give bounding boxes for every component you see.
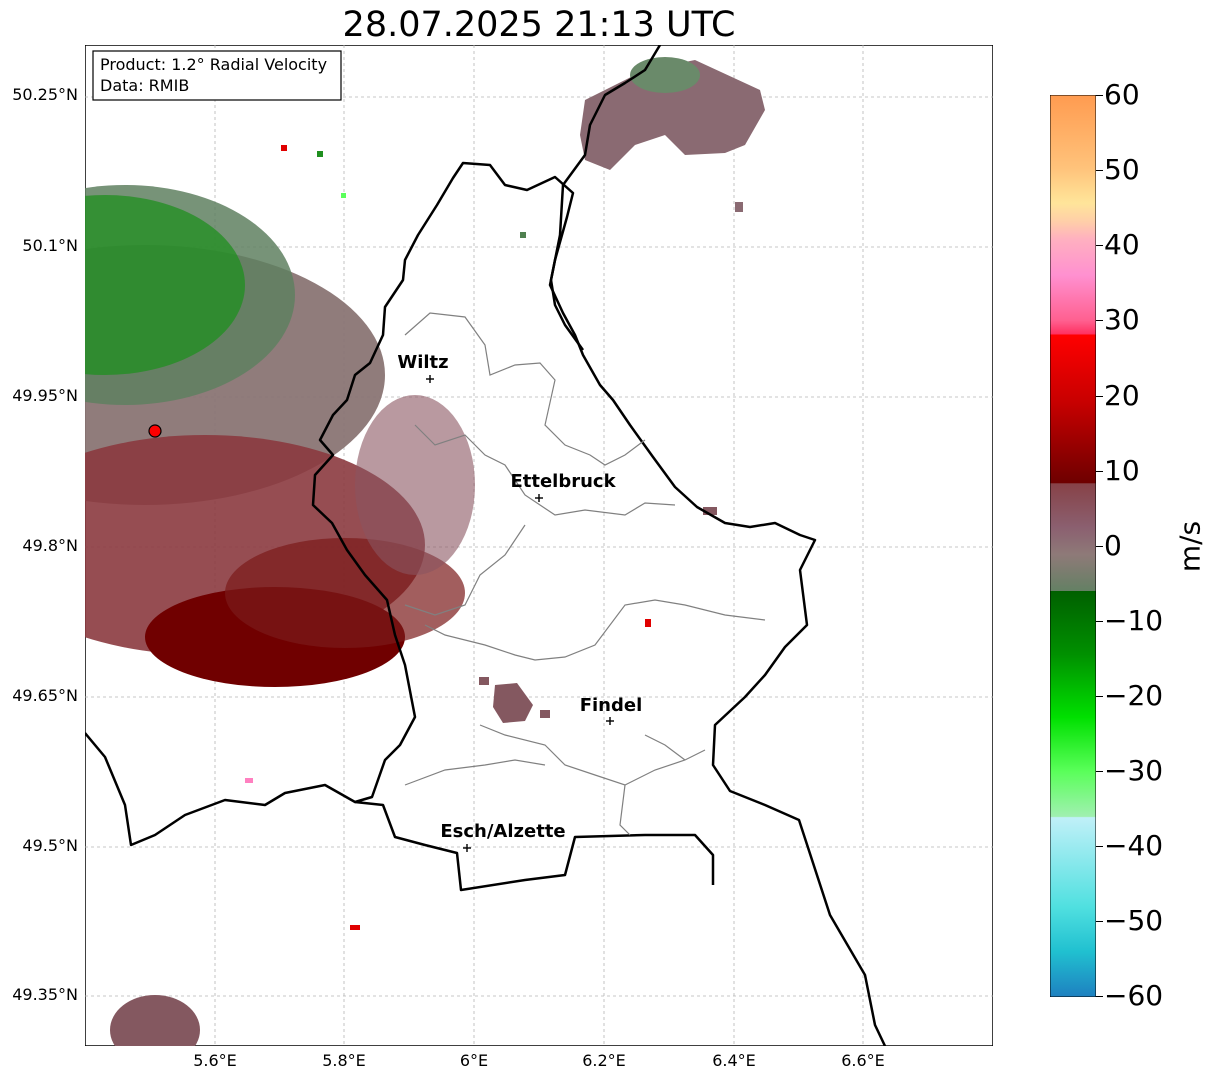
lon-label: 6.6°E xyxy=(841,1051,885,1070)
country-borders xyxy=(85,45,887,1046)
info-data-source: Data: RMIB xyxy=(100,76,189,95)
colorbar-tick: 20 xyxy=(1104,379,1140,412)
colorbar-unit-label: m/s xyxy=(1173,520,1207,573)
lat-label: 49.5°N xyxy=(22,836,78,855)
city-label-esch-alzette: Esch/Alzette xyxy=(440,821,565,842)
colorbar xyxy=(1050,95,1096,997)
echo-sw-corner xyxy=(110,995,200,1046)
canton-borders xyxy=(404,312,766,836)
city-label-ettelbruck: Ettelbruck xyxy=(510,471,616,492)
colorbar-tick: −10 xyxy=(1104,604,1164,637)
info-box: Product: 1.2° Radial Velocity Data: RMIB xyxy=(92,50,342,101)
colorbar-tick: −30 xyxy=(1104,754,1164,787)
colorbar-tick: −60 xyxy=(1104,979,1164,1012)
lat-label: 50.1°N xyxy=(22,236,78,255)
colorbar-tick: 60 xyxy=(1104,78,1140,111)
echo-green xyxy=(85,195,245,375)
echo-ne-cluster xyxy=(580,60,765,170)
colorbar-tick: 0 xyxy=(1104,529,1122,562)
lon-label: 5.8°E xyxy=(322,1051,366,1070)
colorbar-tick: 30 xyxy=(1104,303,1140,336)
colorbar-tick: −40 xyxy=(1104,829,1164,862)
lat-label: 49.65°N xyxy=(12,686,78,705)
city-label-findel: Findel xyxy=(580,695,643,716)
echo-findel-cluster xyxy=(493,683,533,723)
lon-label: 5.6°E xyxy=(193,1051,237,1070)
city-markers xyxy=(426,375,614,852)
colorbar-tick: 10 xyxy=(1104,454,1140,487)
radar-map[interactable]: Wiltz Ettelbruck Findel Esch/Alzette Pro… xyxy=(85,45,993,1046)
info-product: Product: 1.2° Radial Velocity xyxy=(100,55,327,74)
lon-label: 6.2°E xyxy=(582,1051,626,1070)
map-title: 28.07.2025 21:13 UTC xyxy=(342,5,736,45)
radar-site-marker xyxy=(148,424,162,438)
colorbar-tick: −20 xyxy=(1104,679,1164,712)
radar-echoes xyxy=(85,57,765,1046)
colorbar-tick: 50 xyxy=(1104,153,1140,186)
city-label-wiltz: Wiltz xyxy=(397,352,448,373)
colorbar-tick: −50 xyxy=(1104,904,1164,937)
colorbar-tick: 40 xyxy=(1104,228,1140,261)
lat-label: 49.35°N xyxy=(12,985,78,1004)
lat-label: 49.95°N xyxy=(12,386,78,405)
lon-label: 6°E xyxy=(459,1051,489,1070)
lon-label: 6.4°E xyxy=(712,1051,756,1070)
lat-label: 50.25°N xyxy=(12,85,78,104)
lat-label: 49.8°N xyxy=(22,536,78,555)
